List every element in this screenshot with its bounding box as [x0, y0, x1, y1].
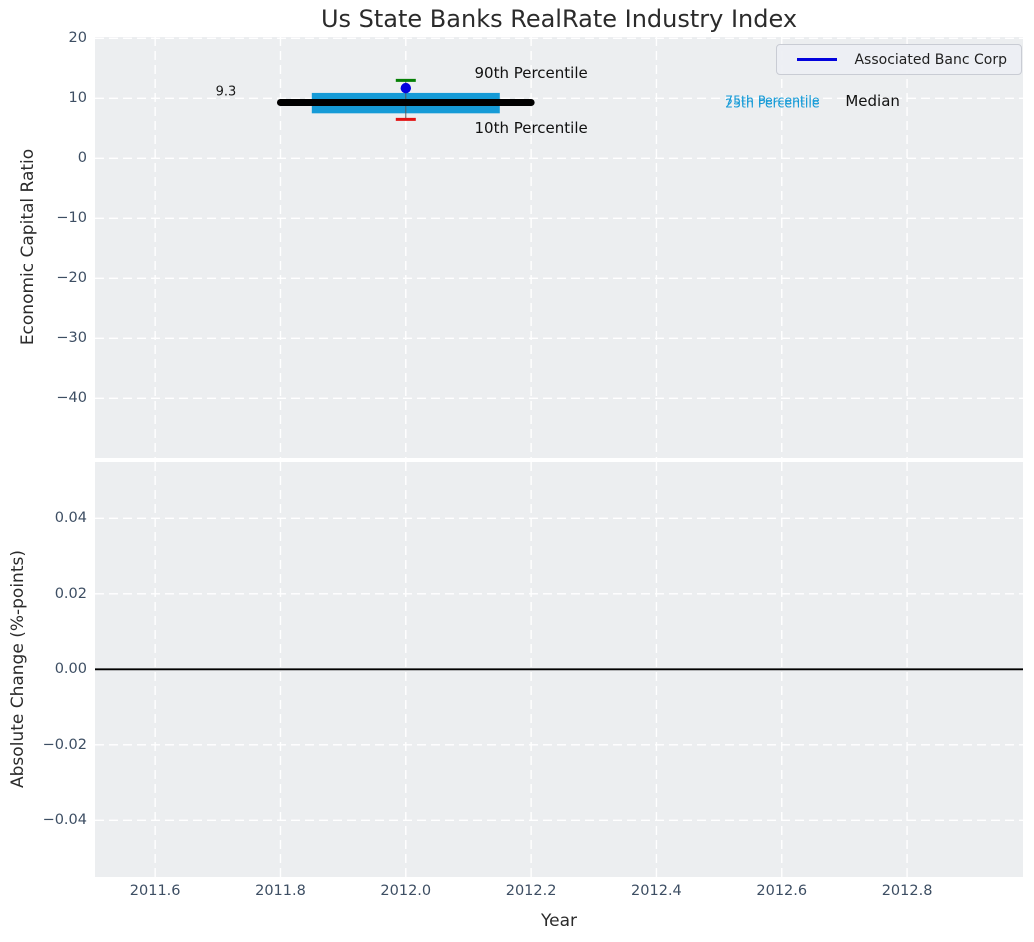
annotation-25th-percentile: 25th Percentile: [725, 95, 820, 111]
y-tick-label: −30: [56, 330, 87, 347]
y-tick-label: −0.02: [42, 736, 87, 753]
y-axis-label-bottom: Absolute Change (%-points): [8, 550, 28, 788]
annotation-10th-percentile: 10th Percentile: [474, 119, 588, 138]
y-axis-label-top: Economic Capital Ratio: [18, 148, 38, 346]
x-tick-label: 2011.8: [255, 883, 306, 899]
y-tick-label: 0.00: [54, 661, 87, 678]
annotation-90th-percentile: 90th Percentile: [474, 63, 588, 82]
x-tick-label: 2012.4: [631, 883, 682, 899]
top-plot-area: [95, 37, 1023, 458]
x-tick-label: 2012.8: [881, 883, 933, 899]
legend: Associated Banc Corp: [776, 44, 1022, 75]
y-tick-label: 0.02: [54, 585, 87, 602]
x-tick-label: 2012.0: [380, 883, 432, 899]
legend-label: Associated Banc Corp: [854, 51, 1007, 68]
x-axis-label: Year: [541, 911, 577, 931]
annotation-median: Median: [845, 92, 900, 111]
y-tick-label: −40: [56, 390, 87, 407]
bottom-plot-area: [95, 462, 1023, 877]
x-tick-label: 2011.6: [129, 883, 181, 899]
y-tick-label: 10: [68, 90, 87, 107]
legend-line-swatch: [797, 58, 838, 61]
y-tick-label: −0.04: [42, 812, 87, 829]
annotation-75th-percentile: 75th Percentile: [725, 92, 820, 108]
annotation-9-3: 9.3: [215, 84, 237, 100]
y-tick-label: −10: [56, 210, 87, 227]
y-tick-label: 20: [68, 30, 87, 47]
chart-title: Us State Banks RealRate Industry Index: [320, 5, 798, 33]
y-tick-label: 0: [77, 150, 87, 167]
y-tick-label: −20: [56, 270, 87, 287]
x-tick-label: 2012.6: [756, 883, 808, 899]
y-tick-label: 0.04: [54, 510, 87, 527]
x-tick-label: 2012.2: [505, 883, 557, 899]
